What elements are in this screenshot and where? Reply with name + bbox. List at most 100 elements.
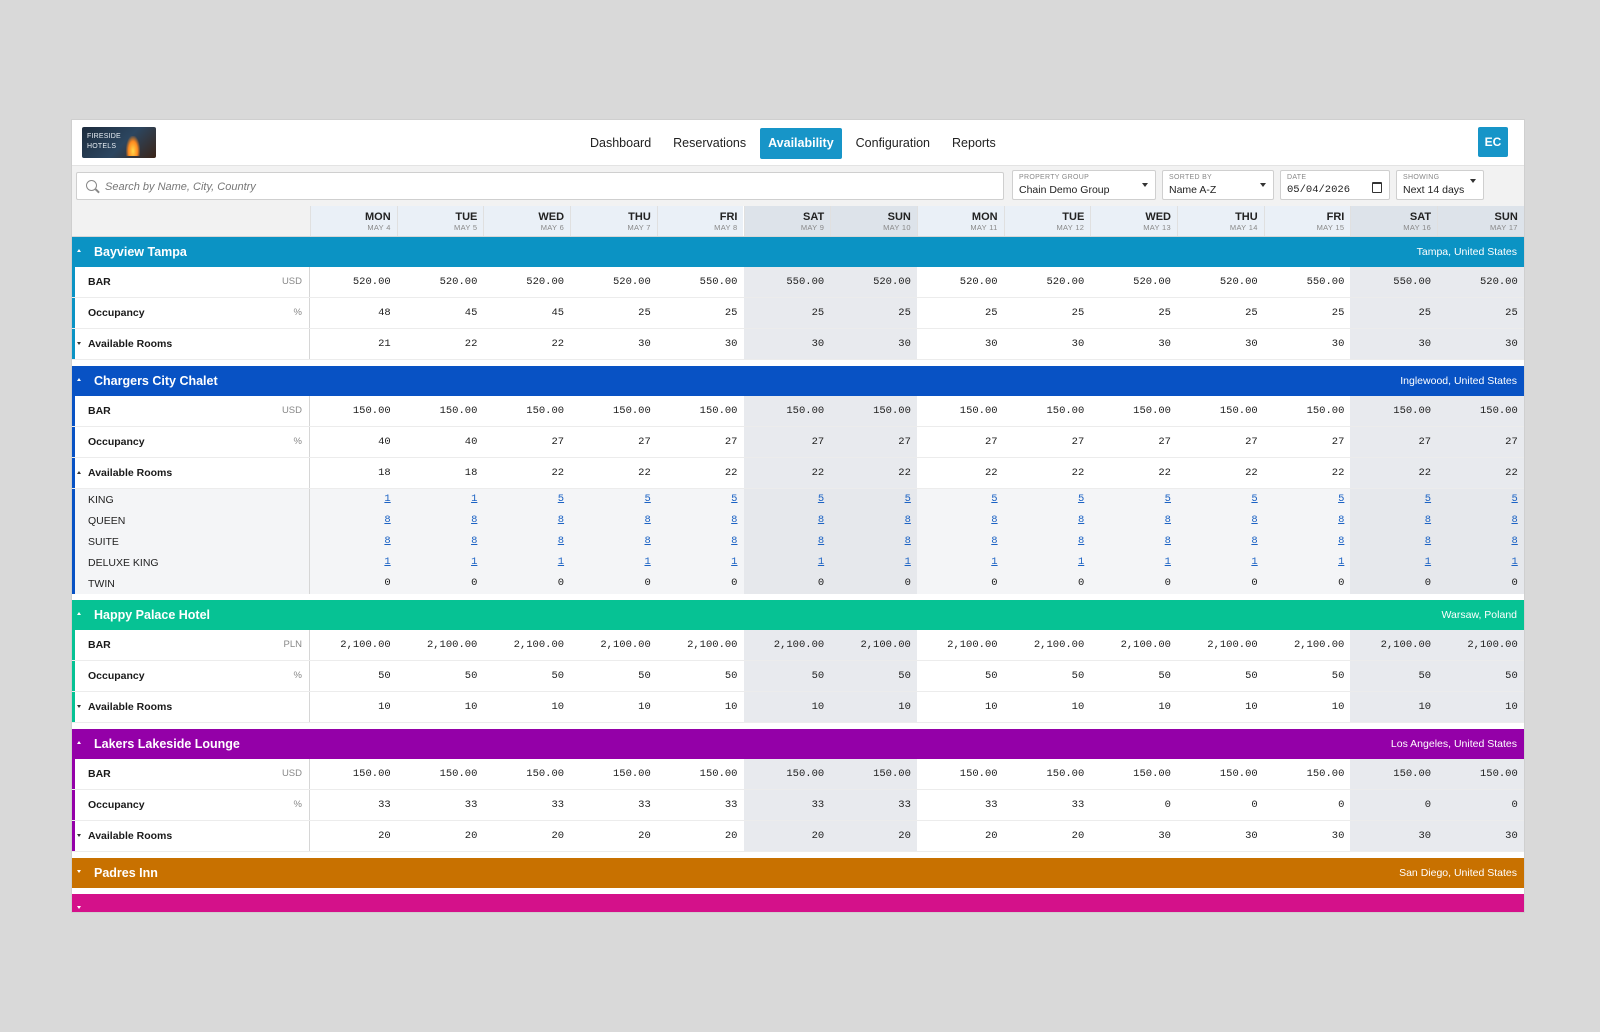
nav-configuration[interactable]: Configuration xyxy=(855,136,931,150)
expand-rooms-icon[interactable] xyxy=(77,834,81,837)
room-count-link[interactable]: 8 xyxy=(731,535,738,547)
room-count-link[interactable]: 1 xyxy=(1251,556,1258,568)
value-cell: 33 xyxy=(1071,799,1085,811)
room-count-link[interactable]: 8 xyxy=(830,510,917,531)
room-count-link[interactable]: 1 xyxy=(384,493,391,505)
room-count-link[interactable]: 5 xyxy=(830,489,917,510)
room-count-link[interactable]: 8 xyxy=(384,535,391,547)
user-avatar[interactable]: EC xyxy=(1478,127,1508,157)
room-count-link[interactable]: 1 xyxy=(1437,552,1524,573)
room-count-link[interactable]: 5 xyxy=(644,493,651,505)
value-cell: 50 xyxy=(1071,670,1085,682)
room-count-link[interactable]: 5 xyxy=(1077,493,1085,505)
brand-logo[interactable]: FIRESIDE HOTELS xyxy=(82,127,156,158)
room-count-link[interactable]: 1 xyxy=(384,556,391,568)
property-group-select[interactable]: PROPERTY GROUP Chain Demo Group xyxy=(1012,170,1156,200)
collapse-icon[interactable] xyxy=(77,249,81,252)
room-count-link[interactable]: 5 xyxy=(1251,493,1258,505)
expand-icon[interactable] xyxy=(77,870,81,873)
value-cell: 25 xyxy=(1437,298,1524,328)
room-count-link[interactable]: 8 xyxy=(1338,514,1345,526)
property-header[interactable]: Padres Inn San Diego, United States xyxy=(72,858,1524,888)
room-type-label-cell xyxy=(72,531,310,552)
room-count-link[interactable]: 8 xyxy=(644,535,651,547)
room-count-link[interactable]: 1 xyxy=(991,556,998,568)
room-count-link[interactable]: 5 xyxy=(731,493,738,505)
value-cell: 150.00 xyxy=(830,396,917,426)
room-count-link[interactable]: 8 xyxy=(1350,531,1438,552)
nav-dashboard[interactable]: Dashboard xyxy=(590,136,652,150)
room-count-link[interactable]: 1 xyxy=(1338,556,1345,568)
expand-icon[interactable] xyxy=(77,906,81,909)
room-count-link[interactable]: 1 xyxy=(644,556,651,568)
room-count-link[interactable]: 8 xyxy=(557,514,565,526)
value-cell: 30 xyxy=(743,329,831,359)
room-count-link[interactable]: 8 xyxy=(830,531,917,552)
room-count-link[interactable]: 5 xyxy=(1338,493,1345,505)
sorted-by-select[interactable]: SORTED BY Name A-Z xyxy=(1162,170,1274,200)
expand-rooms-icon[interactable] xyxy=(77,342,81,345)
room-count-link[interactable]: 1 xyxy=(471,556,478,568)
showing-select[interactable]: SHOWING Next 14 days xyxy=(1396,170,1484,200)
property-accent-bar xyxy=(72,821,75,851)
property-location: Los Angeles, United States xyxy=(1390,738,1517,750)
room-count-link[interactable]: 1 xyxy=(1350,552,1438,573)
collapse-icon[interactable] xyxy=(77,612,81,615)
property-header[interactable]: Happy Palace Hotel Warsaw, Poland xyxy=(72,600,1524,630)
property-header[interactable] xyxy=(72,894,1524,912)
property-header[interactable]: Bayview Tampa Tampa, United States xyxy=(72,237,1524,267)
room-count-link[interactable]: 8 xyxy=(1164,535,1171,547)
room-count-link[interactable]: 8 xyxy=(384,514,391,526)
value-cell: 50 xyxy=(378,670,391,682)
room-count-link[interactable]: 1 xyxy=(1077,556,1085,568)
property-header[interactable]: Chargers City Chalet Inglewood, United St… xyxy=(72,366,1524,396)
room-count-link[interactable]: 8 xyxy=(1077,535,1085,547)
room-count-link[interactable]: 8 xyxy=(471,535,478,547)
nav-availability[interactable]: Availability xyxy=(760,128,842,159)
room-count-link[interactable]: 8 xyxy=(991,535,998,547)
collapse-icon[interactable] xyxy=(77,741,81,744)
room-count-link[interactable]: 1 xyxy=(731,556,738,568)
room-count: 0 xyxy=(471,577,478,589)
collapse-rooms-icon[interactable] xyxy=(77,471,81,474)
calendar-icon[interactable] xyxy=(1372,182,1382,193)
room-count-link[interactable]: 8 xyxy=(644,514,651,526)
room-count-link[interactable]: 8 xyxy=(1437,531,1524,552)
date-picker[interactable]: DATE 05/04/2026 xyxy=(1280,170,1390,200)
room-count-link[interactable]: 5 xyxy=(1164,493,1171,505)
room-count-link[interactable]: 5 xyxy=(1437,489,1524,510)
value-cell: 2,100.00 xyxy=(687,639,738,651)
property-accent-bar xyxy=(72,427,75,457)
room-count-link[interactable]: 5 xyxy=(743,489,831,510)
room-count-link[interactable]: 1 xyxy=(743,552,831,573)
day-header: SUN MAY 10 xyxy=(830,206,917,236)
room-count-link[interactable]: 8 xyxy=(1338,535,1345,547)
room-count-link[interactable]: 8 xyxy=(1164,514,1171,526)
room-count-link[interactable]: 8 xyxy=(1437,510,1524,531)
value-cell: 520.00 xyxy=(1046,276,1085,288)
room-count-link[interactable]: 1 xyxy=(557,556,565,568)
room-count-link[interactable]: 8 xyxy=(731,514,738,526)
room-count-link[interactable]: 8 xyxy=(743,531,831,552)
room-count-link[interactable]: 1 xyxy=(830,552,917,573)
room-count-link[interactable]: 8 xyxy=(1251,514,1258,526)
nav-reports[interactable]: Reports xyxy=(952,136,996,150)
room-count-link[interactable]: 8 xyxy=(1077,514,1085,526)
nav-reservations[interactable]: Reservations xyxy=(673,136,747,150)
room-count-link[interactable]: 8 xyxy=(1350,510,1438,531)
day-of-week: FRI xyxy=(719,211,738,223)
room-count-link[interactable]: 8 xyxy=(471,514,478,526)
expand-rooms-icon[interactable] xyxy=(77,705,81,708)
room-count-link[interactable]: 1 xyxy=(471,493,478,505)
room-count-link[interactable]: 5 xyxy=(1350,489,1438,510)
room-count-link[interactable]: 8 xyxy=(743,510,831,531)
room-count-link[interactable]: 1 xyxy=(1164,556,1171,568)
room-count-link[interactable]: 5 xyxy=(991,493,998,505)
search-input[interactable] xyxy=(103,177,987,197)
room-count-link[interactable]: 8 xyxy=(557,535,565,547)
collapse-icon[interactable] xyxy=(77,378,81,381)
room-count-link[interactable]: 8 xyxy=(991,514,998,526)
room-count-link[interactable]: 5 xyxy=(557,493,565,505)
room-count-link[interactable]: 8 xyxy=(1251,535,1258,547)
property-header[interactable]: Lakers Lakeside Lounge Los Angeles, Unite… xyxy=(72,729,1524,759)
